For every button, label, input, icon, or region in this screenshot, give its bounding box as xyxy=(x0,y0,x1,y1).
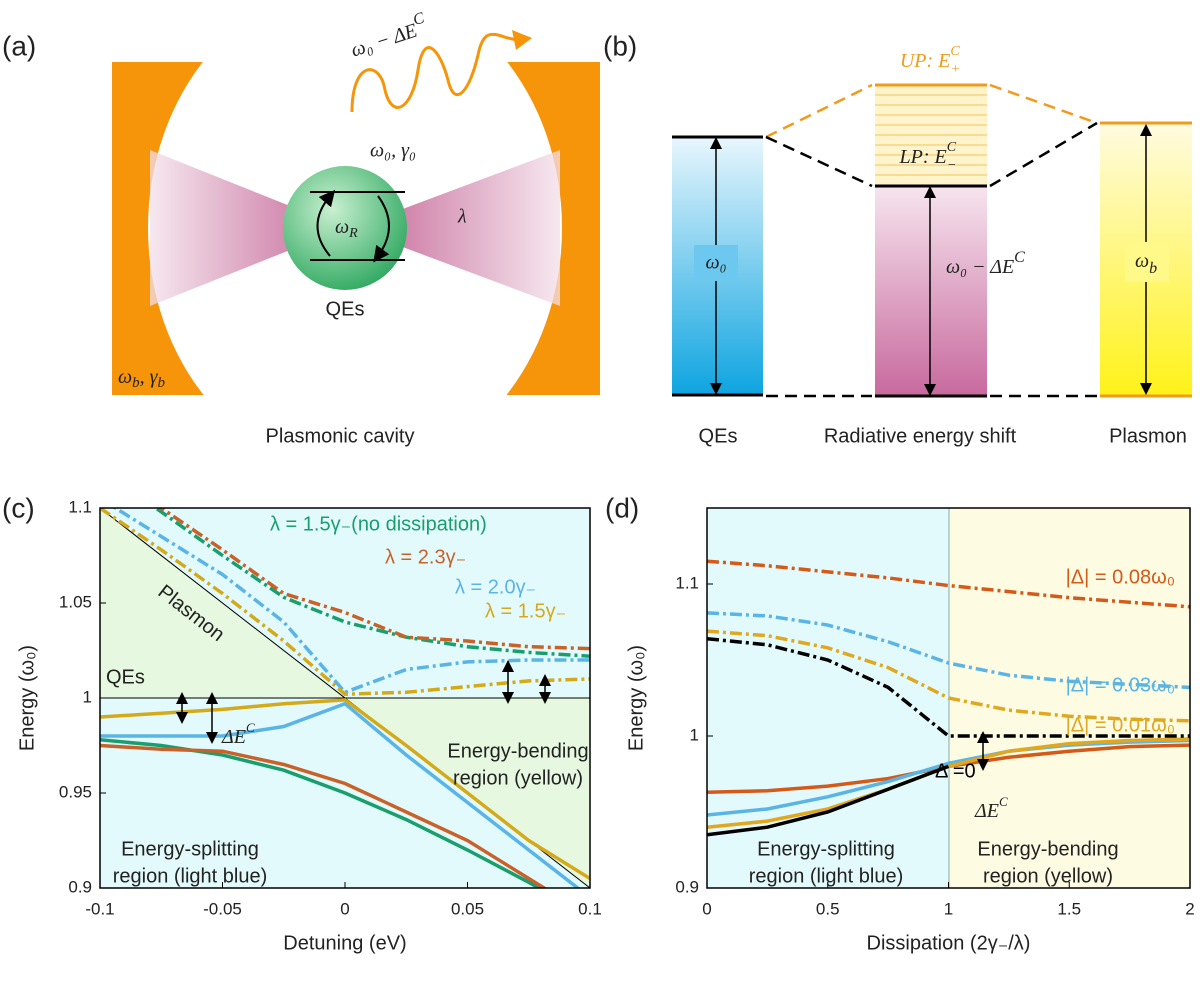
band-lines xyxy=(875,94,987,176)
label-bg xyxy=(694,245,738,281)
rabi: ωR xyxy=(335,216,358,242)
region-label: region (yellow) xyxy=(453,767,583,789)
coupling: λ xyxy=(457,206,467,228)
panel-label: (b) xyxy=(603,30,637,61)
upper-branch xyxy=(111,508,590,695)
shifted-gap: ω₀ − ΔEC xyxy=(946,249,1025,278)
cavity-params: ωb, γb xyxy=(118,366,166,392)
series-label: Δ =0 xyxy=(935,760,976,782)
region-label: Energy-bending xyxy=(447,740,588,762)
x-tick-label: 1 xyxy=(944,899,953,918)
y-tick-label: 1.1 xyxy=(68,497,92,516)
series-label: |Δ| = 0.01ω₀ xyxy=(1066,714,1175,736)
up-label: UP: EC + xyxy=(900,44,961,77)
panel-b: (b) UP: EC + LP: EC − ω₀ ω₀ − ΔEC ωb QEs R… xyxy=(603,30,1192,447)
qe-gap: ω₀ xyxy=(705,252,726,274)
lp-label: LP: EC − xyxy=(898,140,956,173)
lower-branch xyxy=(707,764,950,837)
series-label: |Δ| = 0.03ω₀ xyxy=(1066,674,1175,696)
caption: Plasmonic cavity xyxy=(266,425,415,447)
x-tick-label: -0.1 xyxy=(85,899,114,918)
arrow xyxy=(373,195,390,263)
field-right xyxy=(400,150,560,306)
y-axis-label: Energy (ω₀) xyxy=(625,645,647,751)
region-label: region (yellow) xyxy=(983,865,1113,887)
x-axis-label: Detuning (eV) xyxy=(283,932,406,954)
field-left xyxy=(150,150,300,306)
panel-a: (a) ω₀ − ΔEC ω₀, γ₀ ωR λ QEs ωb, γb Plas… xyxy=(2,0,600,473)
x-tick-label: 0.1 xyxy=(578,899,602,918)
series-label: |Δ| = 0.08ω₀ xyxy=(1066,566,1175,588)
panel-label: (c) xyxy=(2,492,35,523)
connectors xyxy=(765,83,1098,398)
label-bg xyxy=(1125,242,1169,282)
y-tick-label: 1 xyxy=(83,687,92,706)
y-tick-label: 0.9 xyxy=(68,877,92,896)
shift-sup: C xyxy=(246,720,255,735)
column-label: QEs xyxy=(699,425,738,447)
x-tick-label: 0.05 xyxy=(451,899,484,918)
lower-branch xyxy=(100,743,548,888)
upper-branch xyxy=(152,508,590,658)
x-tick-label: 0 xyxy=(702,899,711,918)
plot xyxy=(707,559,1190,837)
charts: λ = 1.5γ₋(no dissipation) λ = 2.3γ₋ λ = 2.… xyxy=(2,492,1195,954)
upper-branch xyxy=(707,629,1190,723)
lower-branch xyxy=(100,701,581,888)
x-tick-label: 1.5 xyxy=(1057,899,1081,918)
y-tick-label: 1.05 xyxy=(59,592,92,611)
column-label: Plasmon xyxy=(1109,425,1187,447)
qe-params: ω₀, γ₀ xyxy=(370,140,416,162)
plasmon-gap: ωb xyxy=(1135,250,1157,277)
shift-sup: C xyxy=(999,794,1008,809)
series-label: λ = 1.5γ₋(no dissipation) xyxy=(270,513,487,535)
upper-branch xyxy=(158,508,590,651)
region-label: region (light blue) xyxy=(749,865,904,887)
x-tick-label: 0 xyxy=(340,899,349,918)
y-tick-label: 1.1 xyxy=(675,573,699,592)
series-label: λ = 2.3γ₋ xyxy=(385,546,466,568)
region-label: Energy-splitting xyxy=(121,838,259,860)
photon xyxy=(350,32,521,113)
y-tick-label: 0.9 xyxy=(675,877,699,896)
panel-label: (a) xyxy=(2,30,36,61)
plot-bg xyxy=(949,508,1190,888)
reference-label: QEs xyxy=(106,666,145,688)
region-label: Energy-bending xyxy=(977,838,1118,860)
region-label: Energy-splitting xyxy=(757,838,895,860)
shift-label: ΔEC xyxy=(221,720,255,748)
x-tick-label: 0.5 xyxy=(816,899,840,918)
photon-head xyxy=(512,30,532,50)
arrow xyxy=(316,189,336,257)
x-tick-label: -0.05 xyxy=(203,899,242,918)
upper-branch xyxy=(707,611,1190,690)
shift-label: ΔEC xyxy=(974,794,1008,822)
column-label: Radiative energy shift xyxy=(824,425,1017,447)
region-label: region (light blue) xyxy=(113,865,268,887)
shift-base: ΔE xyxy=(974,800,999,822)
series-label: λ = 2.0γ₋ xyxy=(455,576,536,598)
panel-label: (d) xyxy=(605,492,639,523)
y-tick-label: 0.95 xyxy=(59,782,92,801)
series-label: λ = 1.5γ₋ xyxy=(485,600,566,622)
levels xyxy=(672,83,1192,398)
upper-branch xyxy=(707,559,1190,609)
shift-bar xyxy=(875,187,987,395)
y-tick-label: 1 xyxy=(690,725,699,744)
x-tick-label: 2 xyxy=(1185,899,1194,918)
shift-base: ΔE xyxy=(221,726,246,748)
qe-label: QEs xyxy=(326,298,365,320)
y-axis-label: Energy (ω₀) xyxy=(16,645,38,751)
x-axis-label: Dissipation (2γ₋/λ) xyxy=(867,932,1031,954)
